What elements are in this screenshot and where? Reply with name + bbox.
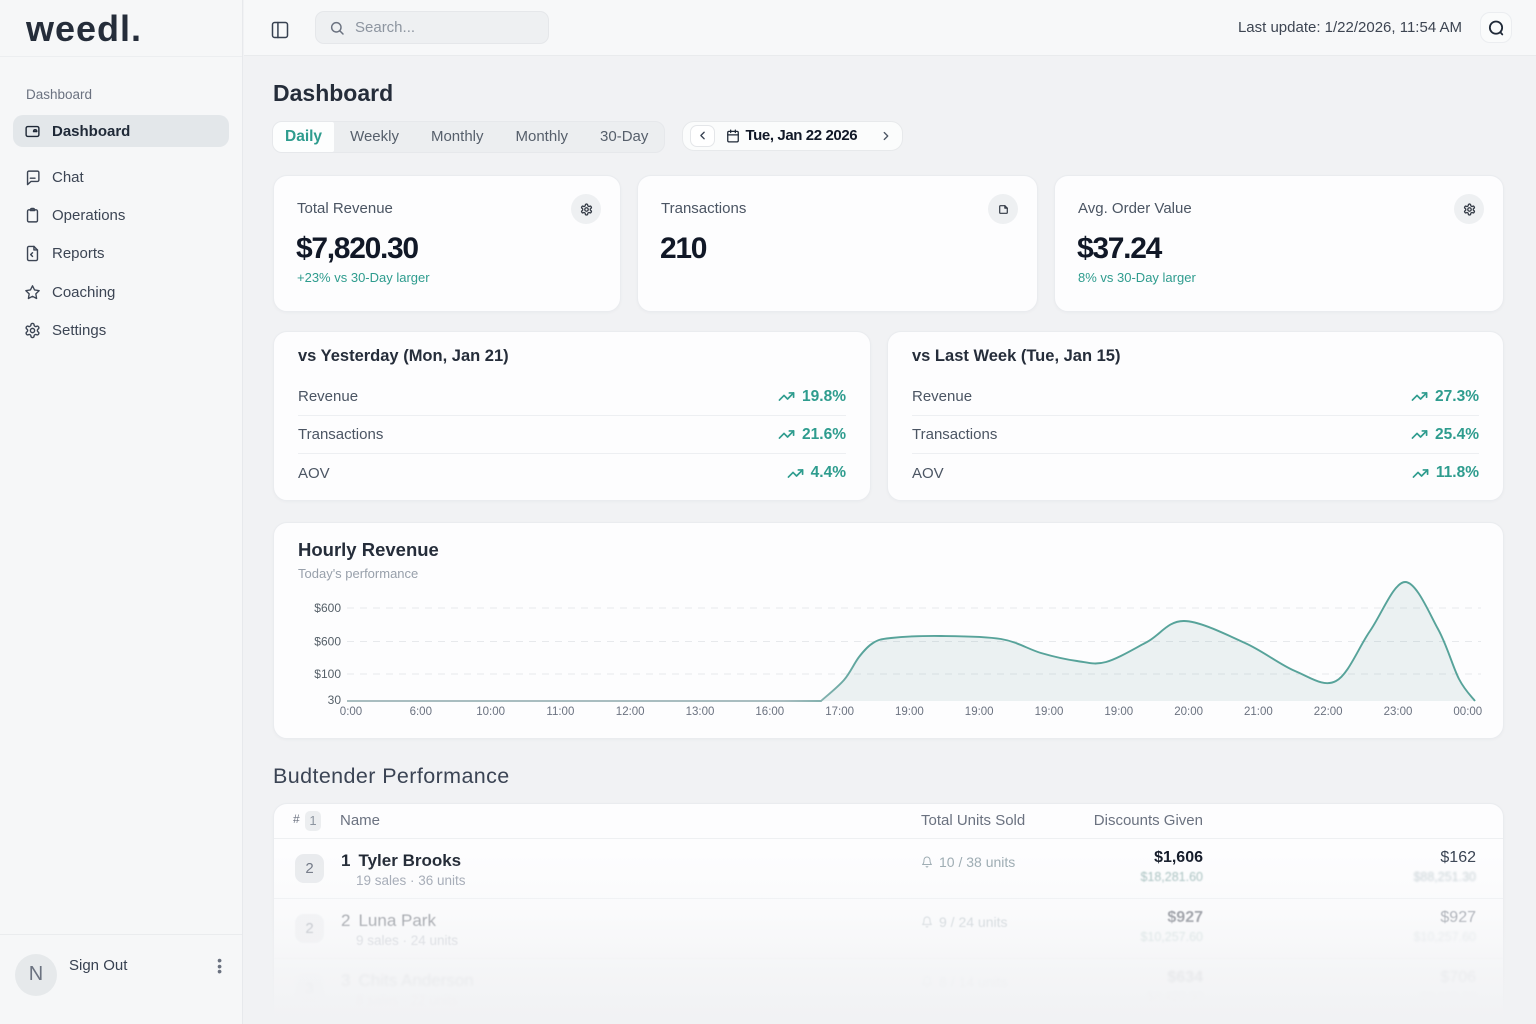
svg-text:20:00: 20:00 xyxy=(1174,706,1203,718)
svg-text:11:00: 11:00 xyxy=(546,706,574,718)
svg-text:17:00: 17:00 xyxy=(825,706,854,718)
svg-text:6:00: 6:00 xyxy=(410,706,432,718)
svg-text:21:00: 21:00 xyxy=(1244,706,1273,718)
svg-text:$600: $600 xyxy=(314,601,341,615)
svg-text:13:00: 13:00 xyxy=(686,706,715,718)
svg-text:22:00: 22:00 xyxy=(1314,706,1343,718)
svg-text:$100: $100 xyxy=(314,667,341,681)
svg-text:30: 30 xyxy=(328,693,342,707)
svg-text:00:00: 00:00 xyxy=(1453,706,1482,718)
svg-text:19:00: 19:00 xyxy=(895,706,924,718)
svg-text:19:00: 19:00 xyxy=(965,706,994,718)
svg-text:12:00: 12:00 xyxy=(616,706,645,718)
svg-text:16:00: 16:00 xyxy=(755,706,784,718)
svg-text:$600: $600 xyxy=(314,635,341,649)
svg-text:10:00: 10:00 xyxy=(476,706,505,718)
svg-text:0:00: 0:00 xyxy=(340,706,362,718)
svg-text:19:00: 19:00 xyxy=(1035,706,1064,718)
svg-text:19:00: 19:00 xyxy=(1104,706,1133,718)
svg-text:23:00: 23:00 xyxy=(1384,706,1413,718)
